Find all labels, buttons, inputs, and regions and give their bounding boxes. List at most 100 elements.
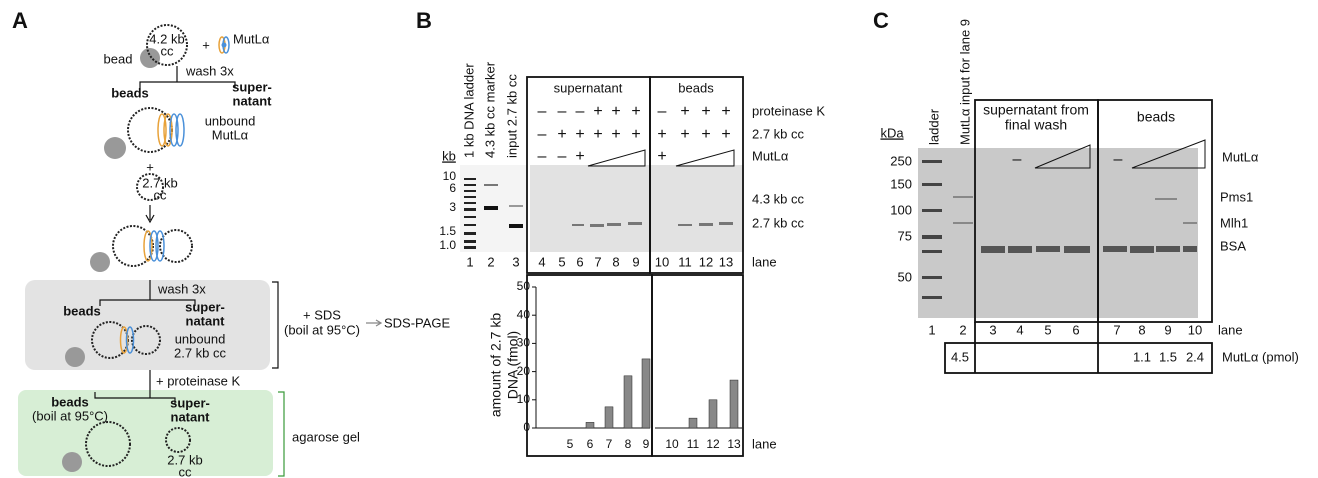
label: cc	[154, 187, 168, 202]
group-label: supernatant from	[983, 102, 1089, 118]
panel-label: A	[12, 8, 28, 33]
bar	[623, 375, 633, 429]
bar	[729, 379, 739, 429]
kb-tick: 3	[449, 200, 456, 214]
amount: 2.4	[1186, 349, 1204, 364]
lane-number: 9	[1164, 322, 1171, 337]
label: cc	[179, 464, 193, 478]
lane-number: 7	[1113, 322, 1120, 337]
sign: –	[1013, 151, 1022, 168]
kda-tick: 50	[898, 269, 912, 284]
label: agarose gel	[292, 429, 360, 444]
x-tick-label: 10	[665, 437, 679, 451]
x-tick-label: 7	[606, 437, 613, 451]
label: natant	[233, 93, 273, 108]
label: natant	[186, 313, 226, 328]
sign: +	[557, 126, 566, 143]
label: (boil at 95°C)	[32, 408, 108, 423]
kb-tick: 1.5	[439, 224, 456, 238]
y-tick-label: 20	[517, 364, 531, 378]
group-label: beads	[678, 80, 714, 95]
lane-number: 11	[678, 254, 692, 269]
band-label: 2.7 kb cc	[752, 215, 805, 230]
sign: +	[657, 148, 666, 165]
label: unbound	[175, 331, 226, 346]
label: (boil at 95°C)	[284, 322, 360, 337]
label: beads	[51, 394, 89, 409]
amount: 4.5	[951, 349, 969, 364]
x-tick-label: 5	[567, 437, 574, 451]
sign: –	[658, 103, 667, 120]
label: + SDS	[303, 307, 341, 322]
lane-label: lane	[752, 254, 777, 269]
unit-label: kb	[442, 148, 456, 163]
sign: +	[593, 103, 602, 120]
panel-label: C	[873, 8, 889, 33]
lane-number: 10	[655, 254, 669, 269]
label: 2.7 kb	[142, 175, 177, 190]
bar	[688, 417, 698, 429]
sign: –	[538, 148, 547, 165]
x-tick-label: 6	[587, 437, 594, 451]
sign: +	[611, 126, 620, 143]
lane-number: 12	[699, 254, 713, 269]
axis-title: DNA (fmol)	[505, 331, 521, 399]
lane-label: lane	[1218, 322, 1243, 337]
band-label: 4.3 kb cc	[752, 191, 805, 206]
lane-number: 6	[1072, 322, 1079, 337]
sign: +	[701, 126, 710, 143]
group-label: beads	[1137, 109, 1175, 125]
x-tick-label: 12	[706, 437, 720, 451]
label: super-	[232, 79, 272, 94]
bar	[708, 399, 718, 429]
group-label: supernatant	[554, 80, 623, 95]
sign: –	[538, 126, 547, 143]
lane-number: 3	[989, 322, 996, 337]
label: + proteinase K	[156, 373, 241, 388]
label: beads	[111, 85, 149, 100]
kb-tick: 6	[449, 181, 456, 195]
sign: –	[558, 103, 567, 120]
band-label: BSA	[1220, 238, 1246, 253]
y-tick-label: 10	[517, 392, 531, 406]
label: unbound	[205, 113, 256, 128]
sign: +	[680, 126, 689, 143]
sign: +	[701, 103, 710, 120]
band-label: Mlh1	[1220, 215, 1248, 230]
sign: +	[575, 126, 584, 143]
y-tick-label: 50	[517, 279, 531, 293]
lane-number: 2	[487, 254, 494, 269]
sign: +	[721, 103, 730, 120]
band-label: Pms1	[1220, 189, 1253, 204]
amount: 1.1	[1133, 349, 1151, 364]
label: MutLα	[212, 127, 249, 142]
panel-label: B	[416, 8, 432, 33]
lane-number: 5	[1044, 322, 1051, 337]
sign: +	[593, 126, 602, 143]
lane-number: 1	[466, 254, 473, 269]
lane-header: ladder	[926, 108, 941, 145]
lane-number: 6	[576, 254, 583, 269]
lane-number: 5	[558, 254, 565, 269]
x-tick-label: 9	[643, 437, 650, 451]
x-tick-label: 11	[687, 437, 700, 451]
label: beads	[63, 303, 101, 318]
label: wash 3x	[185, 63, 234, 78]
sign: –	[538, 103, 547, 120]
label: MutLα	[233, 31, 270, 46]
row-label: 2.7 kb cc	[752, 126, 805, 141]
gel-c	[918, 99, 1213, 374]
lane-number: 9	[632, 254, 639, 269]
kda-tick: 100	[890, 202, 912, 217]
row-label: MutLα	[752, 148, 789, 163]
unit-label: kDa	[880, 125, 904, 140]
y-tick-label: 40	[517, 307, 531, 321]
lane-number: 10	[1188, 322, 1202, 337]
label: 4.2 kb	[149, 31, 184, 46]
row-label: MutLα	[1222, 149, 1259, 164]
lane-number: 3	[512, 254, 519, 269]
gel-b	[460, 76, 744, 457]
amount: 1.5	[1159, 349, 1177, 364]
label: wash 3x	[157, 281, 206, 296]
kda-tick: 250	[890, 153, 912, 168]
